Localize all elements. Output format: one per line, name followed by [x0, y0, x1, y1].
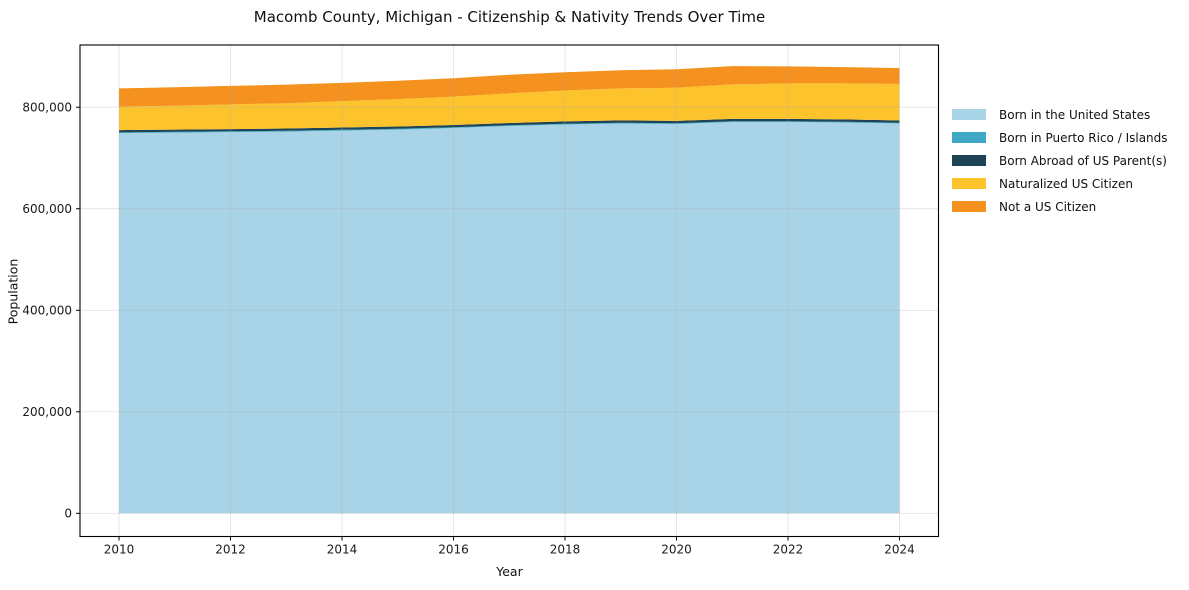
- x-tick-label: 2024: [884, 543, 915, 557]
- legend-swatch: [952, 155, 986, 166]
- stacked-areas: [119, 66, 900, 514]
- legend-swatch: [952, 201, 986, 212]
- area-born-in-the-united-states: [119, 122, 900, 514]
- x-tick-label: 2020: [661, 543, 692, 557]
- tick-marks: [76, 106, 900, 541]
- y-tick-label: 800,000: [22, 100, 72, 114]
- x-tick-label: 2014: [327, 543, 358, 557]
- tick-labels: 2010 2012 2014 2016 2018 2020 2022 2024 0 200,000…: [22, 100, 914, 556]
- legend: Born in the United States Born in Puerto …: [952, 103, 1168, 218]
- x-tick-label: 2016: [438, 543, 469, 557]
- legend-label: Born in Puerto Rico / Islands: [999, 130, 1168, 145]
- legend-item-naturalized-us-citizen: Naturalized US Citizen: [952, 172, 1168, 195]
- x-tick-label: 2010: [104, 543, 135, 557]
- axes-frame: [79, 44, 940, 538]
- x-tick-label: 2022: [773, 543, 804, 557]
- y-tick-label: 200,000: [22, 405, 72, 419]
- legend-item-born-in-puerto-rico-islands: Born in Puerto Rico / Islands: [952, 126, 1168, 149]
- legend-item-born-in-the-united-states: Born in the United States: [952, 103, 1168, 126]
- y-tick-label: 0: [64, 507, 72, 521]
- y-tick-label: 400,000: [22, 303, 72, 317]
- legend-label: Not a US Citizen: [999, 199, 1097, 214]
- y-tick-label: 600,000: [22, 202, 72, 216]
- chart-title: Macomb County, Michigan - Citizenship & …: [253, 8, 766, 26]
- x-tick-label: 2012: [215, 543, 246, 557]
- area-born-abroad-of-us-parent-s: [119, 118, 900, 133]
- gridlines: [80, 45, 939, 537]
- legend-swatch: [952, 109, 986, 120]
- legend-swatch: [952, 178, 986, 189]
- legend-item-born-abroad-of-us-parent-s: Born Abroad of US Parent(s): [952, 149, 1168, 172]
- x-axis-label: Year: [496, 564, 523, 579]
- area-born-in-puerto-rico-islands: [119, 121, 900, 134]
- legend-label: Naturalized US Citizen: [999, 176, 1133, 191]
- legend-label: Born in the United States: [999, 107, 1151, 122]
- area-naturalized-us-citizen: [119, 83, 900, 131]
- x-tick-label: 2018: [550, 543, 581, 557]
- legend-label: Born Abroad of US Parent(s): [999, 153, 1167, 168]
- area-not-a-us-citizen: [119, 66, 900, 107]
- legend-swatch: [952, 132, 986, 143]
- legend-item-not-a-us-citizen: Not a US Citizen: [952, 195, 1168, 218]
